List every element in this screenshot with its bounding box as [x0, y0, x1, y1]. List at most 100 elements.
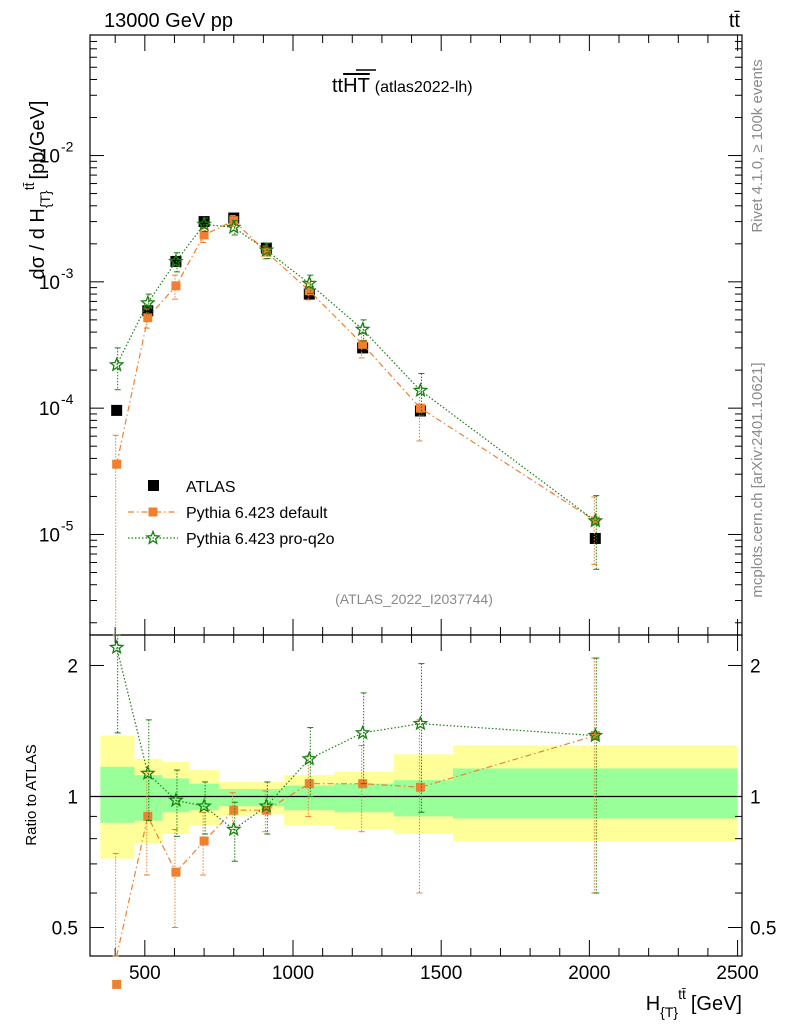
ratio-band-inner: [453, 768, 738, 819]
proq2o-point: [354, 321, 371, 337]
ratio-band-inner: [218, 789, 249, 807]
ratio-band-inner: [100, 766, 135, 823]
default-point: [304, 779, 314, 789]
atlas-data-point: [142, 305, 154, 317]
default-point: [261, 805, 271, 815]
proq2o-point: [196, 216, 212, 232]
x-ticks: 500 1000 1500 2000 2500: [114, 35, 759, 984]
ratio-proq2o-line: [116, 647, 596, 831]
x-tick-label: 1500: [420, 963, 462, 984]
analysis-id-label: (ATLAS_2022_I2037744): [335, 591, 493, 607]
ratio-y-tick-label-left: 2: [67, 656, 78, 677]
upper-y-tick-base: 10: [39, 273, 60, 294]
proq2o-point: [139, 765, 156, 781]
default-point: [143, 811, 153, 821]
x-tick-label: 500: [129, 963, 161, 984]
x-tick-label: 2500: [716, 963, 758, 984]
proq2o-point: [258, 797, 275, 813]
proq2o-point: [225, 219, 242, 235]
legend-default-marker: [148, 507, 158, 517]
default-point: [112, 459, 122, 469]
proq2o-point: [168, 792, 184, 808]
ratio-y-ticks: 0.5 0.5 1 1 2 2: [52, 656, 777, 939]
legend-atlas-marker: [148, 480, 159, 491]
plot-title: ttHT (atlas2022-lh): [332, 75, 473, 97]
ratio-default-line: [116, 735, 596, 957]
ratio-band-inner: [248, 789, 285, 807]
proq2o-point: [301, 750, 318, 766]
proq2o-point: [168, 253, 184, 269]
proq2o-point: [258, 241, 275, 257]
upper-y-tick-exponent: -4: [61, 391, 74, 407]
proq2o-point: [587, 727, 604, 743]
legend-proq2o-label: Pythia 6.423 pro-q2o: [186, 531, 335, 548]
default-point: [229, 805, 239, 815]
process-label: tt̄: [729, 10, 741, 32]
upper-y-ticks: 10-210-310-410-5: [39, 34, 742, 624]
ratio-series: [108, 634, 604, 989]
proq2o-point: [412, 382, 429, 398]
x-axis-label-sub: {T}: [660, 1004, 678, 1020]
atlas-data-point: [198, 216, 210, 228]
upper-y-tick-label: 10: [39, 525, 60, 546]
proq2o-point: [412, 715, 429, 731]
proq2o-point: [354, 724, 371, 740]
ratio-y-tick-label-left: 1: [67, 787, 78, 808]
plot-title-main: tt: [332, 75, 344, 97]
upper-y-tick-base: 10: [39, 525, 60, 546]
upper-y-tick-base: 10: [39, 399, 60, 420]
source-label: mcplots.cern.ch [arXiv:2401.10621]: [749, 362, 766, 597]
proq2o-point: [108, 356, 125, 372]
proq2o-point: [196, 797, 213, 813]
proq2o-point: [108, 639, 125, 655]
proq2o-point: [587, 512, 604, 528]
upper-y-tick-base: 10: [39, 147, 60, 168]
x-axis-label-sup: tt̄: [678, 986, 686, 1002]
legend-default-label: Pythia 6.423 default: [186, 505, 328, 522]
ratio-panel-frame: [89, 634, 743, 957]
rivet-version-label: Rivet 4.1.0, ≥ 100k events: [749, 59, 766, 232]
upper-y-tick-label: 10: [39, 147, 60, 168]
legend: ATLAS Pythia 6.423 default Pythia 6.423 …: [128, 479, 335, 548]
default-point: [171, 281, 181, 291]
default-point: [199, 836, 209, 846]
default-point: [358, 339, 368, 349]
legend-atlas-label: ATLAS: [186, 479, 236, 496]
proq2o-point: [301, 275, 318, 291]
upper-y-tick-exponent: -2: [61, 139, 74, 155]
ratio-y-tick-label-right: 1: [750, 787, 761, 808]
atlas-data-point: [111, 404, 123, 416]
default-point: [199, 230, 209, 240]
upper-y-axis-label-sup: tt̄: [21, 182, 37, 190]
x-axis-label-unit: [GeV]: [691, 993, 742, 1015]
upper-series: [108, 212, 604, 636]
ratio-band-inner: [334, 783, 394, 813]
plot-title-suffix: (atlas2022-lh): [375, 79, 473, 96]
ratio-y-tick-label-left: 0.5: [52, 918, 78, 939]
upper-y-tick-label: 10: [39, 399, 60, 420]
plot-title-overlined: HT: [343, 75, 370, 97]
default-point: [590, 731, 600, 741]
default-point: [143, 313, 153, 323]
upper-y-tick-exponent: -3: [61, 265, 74, 281]
upper-y-axis-label-sub: {T}: [37, 190, 53, 208]
ratio-band-inner: [284, 785, 335, 811]
upper-y-axis-label-main: dσ / d H: [27, 208, 49, 279]
default-point: [261, 247, 271, 257]
energy-label: 13000 GeV pp: [104, 10, 233, 32]
upper-proq2o-line: [116, 223, 596, 522]
x-tick-label: 1000: [272, 963, 314, 984]
proq2o-point: [225, 821, 242, 837]
ratio-y-tick-label-right: 0.5: [750, 918, 776, 939]
default-point: [171, 867, 181, 877]
upper-y-tick-exponent: -5: [61, 517, 74, 533]
x-axis-label-main: H: [646, 993, 660, 1015]
default-point: [112, 979, 122, 989]
upper-y-axis-label: dσ / d H{T}tt̄ [pb/GeV]: [21, 101, 53, 280]
upper-default-line: [116, 219, 596, 522]
default-point: [415, 782, 425, 792]
x-axis-label: H{T}tt̄ [GeV]: [646, 986, 742, 1020]
default-point: [304, 286, 314, 296]
proq2o-point: [139, 294, 156, 310]
